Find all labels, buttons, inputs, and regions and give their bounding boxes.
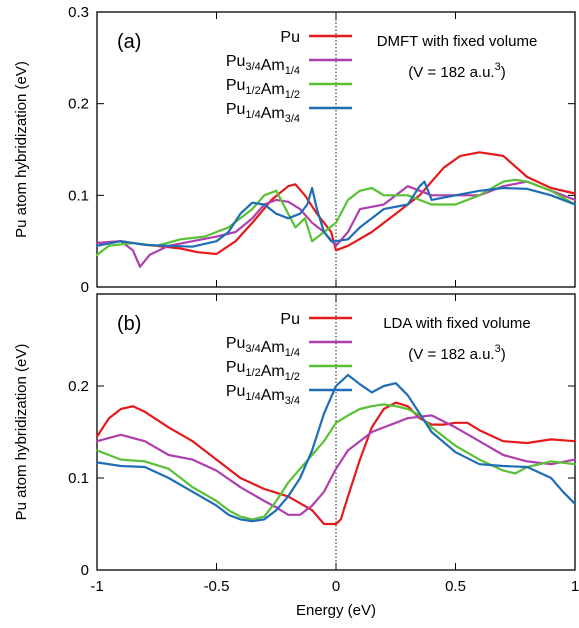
annotation-method: LDA with fixed volume [383,315,531,332]
series-line [95,180,577,268]
y-tick-label: 0 [81,279,89,296]
panel-label: (a) [117,31,141,53]
x-tick-label: -0.5 [204,578,230,595]
x-axis-label: Energy (eV) [296,602,376,619]
y-tick-label: 0.1 [68,187,89,204]
legend-entry: Pu3/4Am1/4 [226,335,300,359]
y-tick-label: 0.2 [68,96,89,113]
y-tick-label: 0 [81,562,89,579]
legend-entry: Pu1/2Am1/2 [226,359,300,383]
y-tick-label: 0.1 [68,470,89,487]
panel-b: -1 -0.5 0 0.5 1 0 0.1 0.2 Pu atom hybridization … [13,293,579,619]
annotation-volume: (V = 182 a.u.3) [408,343,505,363]
panel-a: 0 0.1 0.2 0.3 Pu atom hybridization (eV) (a) P… [13,4,577,296]
legend-entry: Pu1/2Am1/2 [226,77,300,101]
annotation-volume: (V = 182 a.u.3) [408,61,505,81]
series-line [95,373,577,523]
x-tick-label: 0.5 [445,578,466,595]
series-line [95,151,577,256]
x-tick-label: 0 [332,578,340,595]
y-axis-label: Pu atom hybridization (eV) [13,61,30,238]
x-tick-label: 1 [571,578,579,595]
annotation-method: DMFT with fixed volume [377,33,538,50]
series-line [95,414,577,516]
series-line [95,180,577,248]
legend-entry: Pu [280,311,300,328]
y-tick-label: 0.2 [68,378,89,395]
x-tick-label: -1 [90,578,103,595]
panel-label: (b) [117,313,141,335]
legend-entry: Pu3/4Am1/4 [226,53,300,77]
legend-entry: Pu [280,29,300,46]
legend-entry: Pu1/4Am3/4 [226,383,300,407]
legend-entry: Pu1/4Am3/4 [226,101,300,125]
series-line [95,403,577,521]
y-tick-label: 0.3 [68,4,89,21]
y-axis-label: Pu atom hybridization (eV) [13,344,30,521]
series-line [95,401,577,526]
